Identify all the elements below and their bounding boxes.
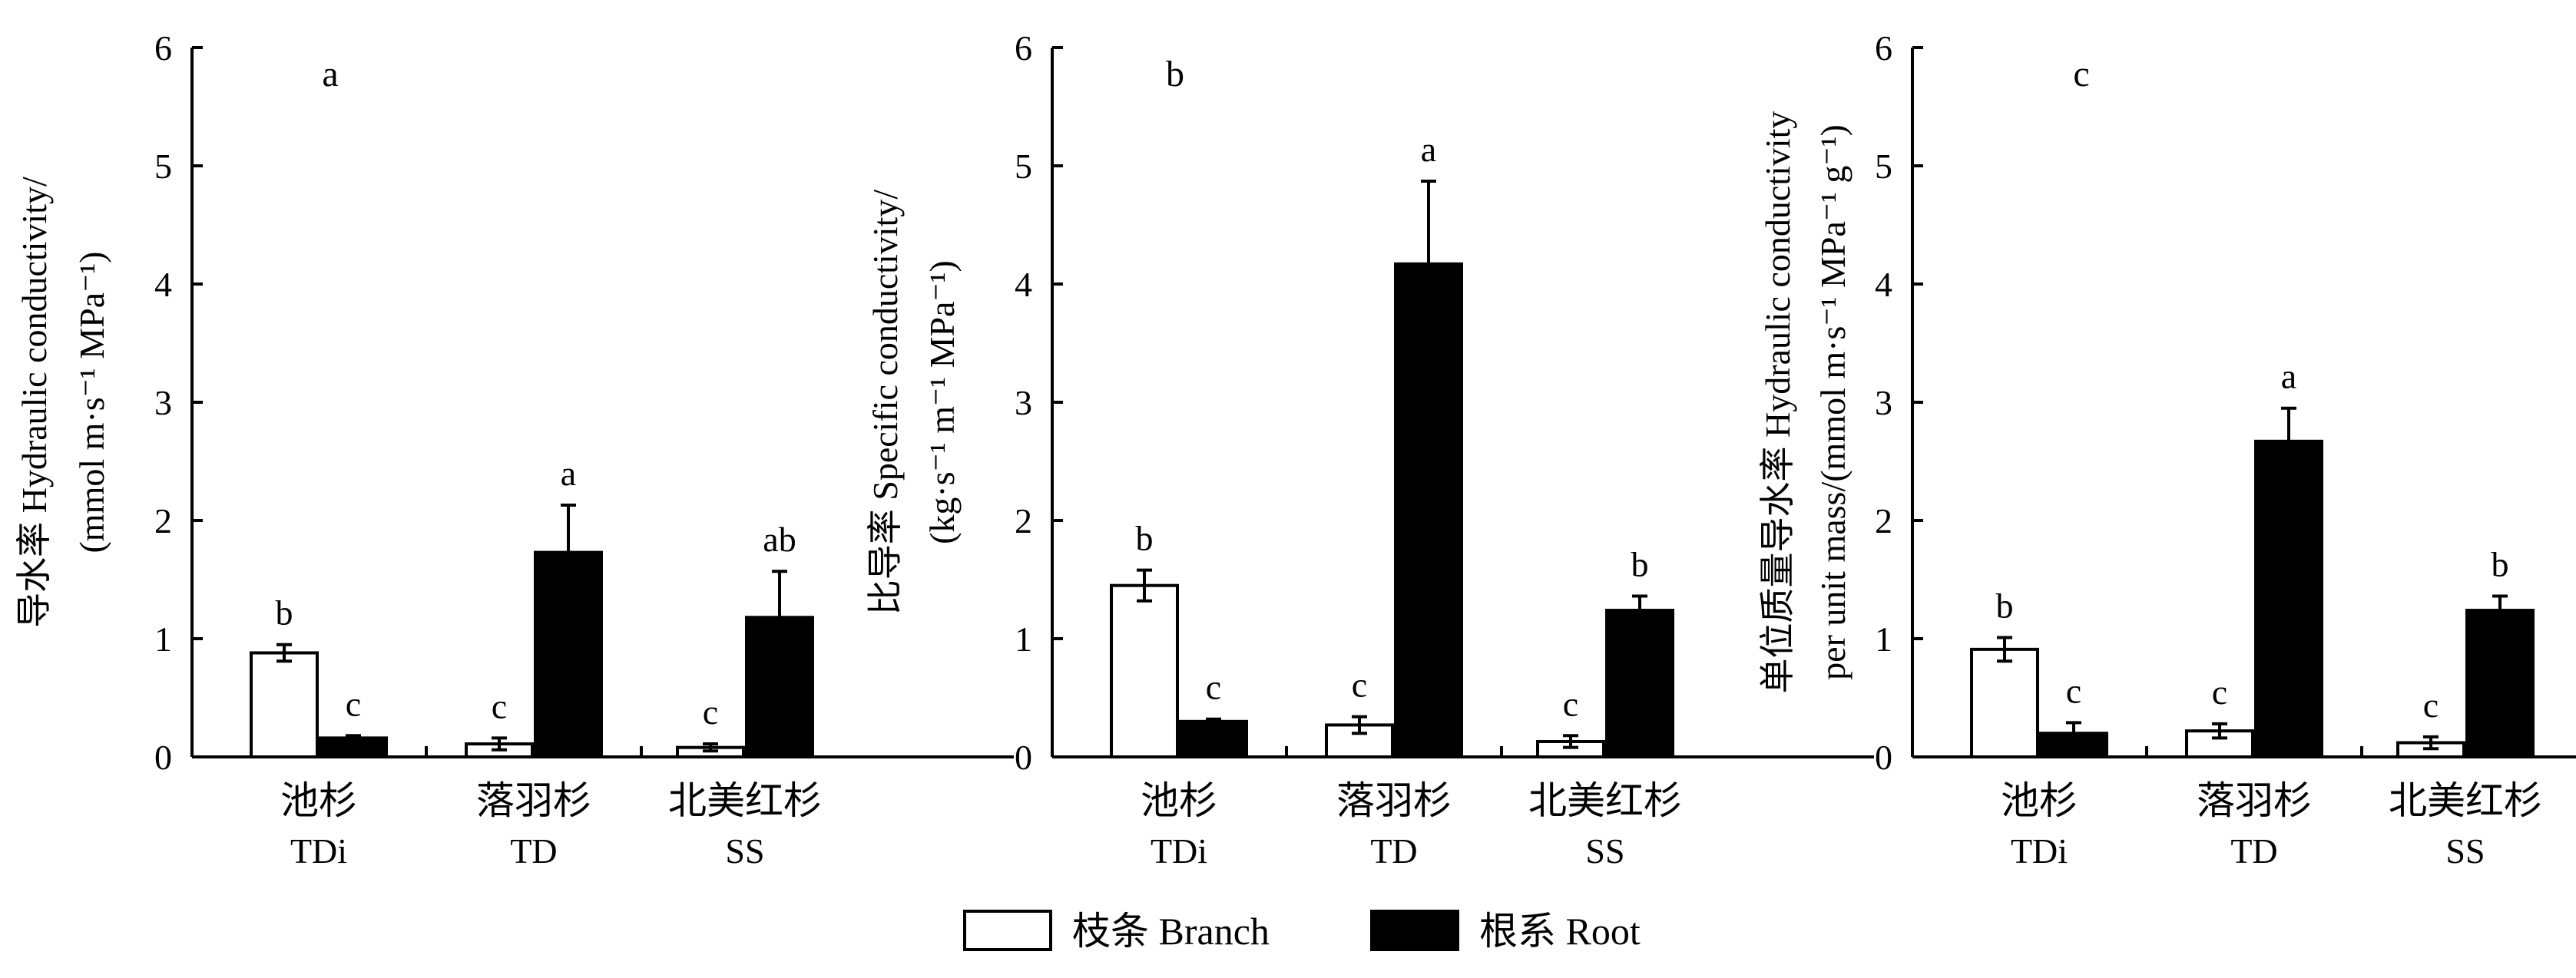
y-axis-label: 比导率 Specific conductivity/ (866, 190, 905, 616)
panel-label: b (1166, 54, 1184, 94)
significance-label: c (1206, 668, 1221, 707)
y-tick-label: 4 (1875, 265, 1892, 304)
y-tick-label: 6 (154, 28, 172, 68)
category-label-cn: 北美红杉 (2389, 779, 2542, 822)
root-bar-ss (745, 616, 814, 759)
category-label-cn: 北美红杉 (1528, 779, 1682, 822)
y-tick-label: 3 (1875, 383, 1892, 422)
legend-label-root: 根系 Root (1479, 910, 1641, 953)
significance-label: ab (763, 520, 796, 559)
y-tick-label: 1 (1875, 620, 1892, 659)
y-tick-label: 0 (1875, 738, 1892, 777)
y-axis-label: (kg·s⁻¹ m⁻¹ MPa⁻¹) (922, 260, 962, 544)
significance-label: b (2492, 545, 2509, 584)
root-bar-tdi (1179, 719, 1248, 758)
root-bar-tdi (2039, 732, 2108, 759)
y-tick-label: 2 (1875, 501, 1892, 540)
branch-bar-tdi (250, 651, 319, 758)
category-label-cn: 池杉 (1141, 779, 1217, 822)
category-label-en: TD (510, 831, 557, 871)
branch-bar-tdi (1970, 647, 2039, 758)
root-bar-tdi (319, 736, 388, 758)
significance-label: a (2281, 357, 2296, 396)
significance-label: c (1563, 684, 1578, 723)
y-tick-label: 2 (154, 501, 172, 540)
category-label-en: TDi (2011, 831, 2068, 871)
category-label-cn: 池杉 (2001, 779, 2078, 822)
y-axis-label: 单位质量导水率 Hydraulic conductivity (1758, 111, 1797, 694)
significance-label: c (2212, 672, 2227, 712)
y-tick-label: 4 (154, 265, 172, 304)
chart-panel-b: 0 1 2 3 4 5 6 b b c 池杉 TDi c a 落羽杉 TD c b 北美红杉 SS 比导率 Specif… (866, 28, 1874, 871)
significance-label: a (1421, 130, 1436, 169)
root-bar-td (2254, 439, 2323, 758)
panel-label: c (2073, 54, 2089, 94)
y-tick-label: 0 (154, 738, 172, 777)
root-bar-td (534, 550, 603, 759)
significance-label: c (1352, 666, 1367, 705)
y-tick-label: 5 (1875, 147, 1892, 186)
y-tick-label: 1 (154, 620, 172, 659)
panel-label: a (322, 54, 338, 94)
significance-label: c (346, 684, 361, 723)
y-tick-label: 6 (1015, 28, 1032, 68)
significance-label: b (1996, 586, 2014, 625)
legend-swatch-root (1370, 910, 1459, 951)
category-label-en: TD (2230, 831, 2277, 871)
category-label-en: TDi (1151, 831, 1207, 871)
y-axis-label: 导水率 Hydraulic conductivity/ (15, 177, 54, 628)
significance-label: c (2423, 686, 2439, 725)
y-tick-label: 3 (1015, 383, 1032, 422)
category-label-cn: 落羽杉 (1336, 779, 1452, 822)
root-bar-ss (2465, 609, 2535, 758)
category-label-cn: 池杉 (280, 779, 357, 822)
chart-panel-c: 0 1 2 3 4 5 6 c b c 池杉 TDi c a 落羽杉 TD c b 北美红杉 SS 单位质量导水率 Hy… (1758, 28, 2576, 871)
category-label-en: TD (1370, 831, 1417, 871)
branch-bar-tdi (1110, 583, 1179, 759)
category-label-cn: 落羽杉 (476, 779, 591, 822)
significance-label: b (1631, 545, 1649, 584)
y-tick-label: 5 (154, 147, 172, 186)
root-bar-ss (1605, 609, 1674, 758)
y-axis-label: per unit mass/(mmol m·s⁻¹ MPa⁻¹ g⁻¹) (1813, 124, 1853, 680)
legend-label-branch: 枝条 Branch (1072, 910, 1270, 953)
y-tick-label: 0 (1015, 738, 1032, 777)
root-bar-td (1394, 262, 1463, 758)
category-label-en: SS (2445, 831, 2485, 871)
significance-label: b (276, 593, 293, 633)
category-label-en: TDi (290, 831, 347, 871)
y-tick-label: 4 (1015, 265, 1032, 304)
significance-label: c (2066, 671, 2081, 710)
y-tick-label: 2 (1015, 501, 1032, 540)
category-label-en: SS (1585, 831, 1624, 871)
significance-label: c (492, 686, 507, 725)
category-label-en: SS (725, 831, 764, 871)
legend-swatch-branch (963, 910, 1052, 951)
y-tick-label: 5 (1015, 147, 1032, 186)
significance-label: a (561, 454, 576, 493)
legend: 枝条 Branch 根系 Root (963, 910, 1641, 953)
y-tick-label: 6 (1875, 28, 1892, 68)
category-label-cn: 北美红杉 (668, 779, 822, 822)
significance-label: b (1136, 519, 1154, 558)
y-tick-label: 1 (1015, 620, 1032, 659)
category-label-cn: 落羽杉 (2197, 779, 2312, 822)
y-axis-label: (mmol m·s⁻¹ MPa⁻¹) (72, 251, 111, 553)
branch-bar-td (1325, 723, 1394, 758)
significance-label: c (703, 692, 718, 732)
y-tick-label: 3 (154, 383, 172, 422)
